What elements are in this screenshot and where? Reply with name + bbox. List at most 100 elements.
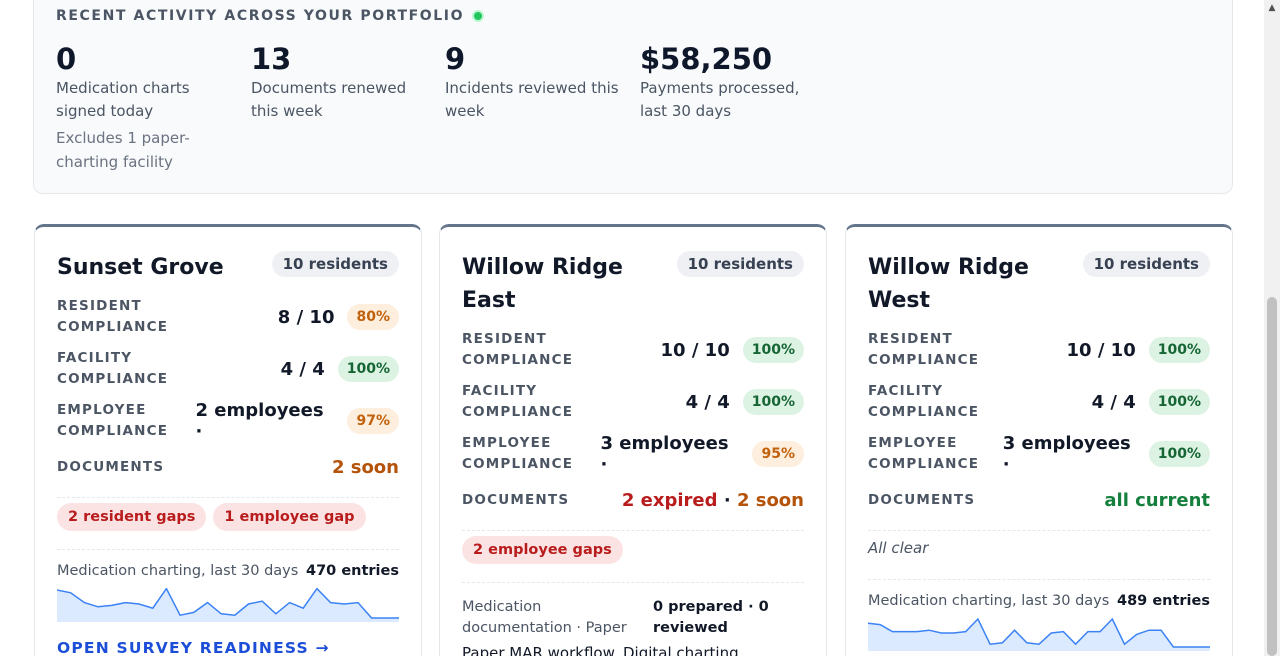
resident-compliance-pct-badge: 100% — [742, 337, 804, 363]
employee-compliance-value: 2 employees · — [195, 400, 324, 442]
documents-row: DOCUMENTS 2 soon — [57, 445, 399, 489]
row-label: DOCUMENTS — [462, 491, 570, 508]
facility-compliance-pct-badge: 100% — [1148, 389, 1210, 415]
residents-badge: 10 residents — [676, 251, 804, 277]
facility-compliance-row: FACILITY COMPLIANCE 4 / 4 100% — [57, 347, 399, 391]
recent-activity-title: RECENT ACTIVITY ACROSS YOUR PORTFOLIO — [56, 8, 465, 24]
stat-incidents-reviewed: 9 Incidents reviewed this week — [445, 42, 625, 123]
documents-soon-status: 2 soon — [331, 456, 399, 478]
stat-label: Medication charts signed today — [56, 79, 190, 120]
row-label: DOCUMENTS — [57, 458, 165, 475]
stat-payments-processed: $58,250 Payments processed, last 30 days — [640, 42, 820, 123]
resident-compliance-row: RESIDENT COMPLIANCE 10 / 10 100% — [462, 328, 804, 372]
resident-compliance-value: 8 / 10 — [277, 306, 335, 328]
stat-value: 13 — [251, 42, 292, 76]
resident-compliance-row: RESIDENT COMPLIANCE 8 / 10 80% — [57, 295, 399, 339]
row-label: FACILITY COMPLIANCE — [57, 350, 169, 387]
recent-activity-panel — [33, 0, 1233, 194]
resident-compliance-value: 10 / 10 — [1066, 339, 1136, 361]
residents-badge: 10 residents — [271, 251, 399, 277]
stat-value: 0 — [56, 42, 77, 76]
stat-label: Documents renewed this week — [251, 79, 407, 120]
resident-compliance-value: 10 / 10 — [660, 339, 730, 361]
medication-charting-summary: Medication charting, last 30 days 470 en… — [57, 563, 399, 579]
facility-name: Sunset Grove — [57, 255, 224, 280]
employee-compliance-pct-badge: 100% — [1148, 441, 1210, 467]
divider — [868, 530, 1210, 531]
resident-compliance-pct-badge: 100% — [1148, 337, 1210, 363]
divider — [57, 549, 399, 550]
live-status-icon — [472, 10, 485, 22]
medication-charting-sparkline — [57, 588, 399, 622]
sparkline-area — [57, 588, 399, 622]
resident-gaps-badge[interactable]: 2 resident gaps — [57, 503, 207, 531]
medication-charting-count: 489 entries — [1117, 593, 1210, 609]
documents-soon-status: 2 soon — [736, 489, 804, 511]
row-label: RESIDENT COMPLIANCE — [57, 298, 169, 335]
stat-label: Payments processed, last 30 days — [640, 79, 800, 120]
employee-compliance-value: 3 employees · — [600, 433, 729, 475]
gap-badges: 2 resident gaps 1 employee gap — [57, 503, 366, 531]
facility-compliance-value: 4 / 4 — [280, 358, 325, 380]
stat-label: Incidents reviewed this week — [445, 79, 619, 120]
facility-card-sunset-grove[interactable]: Sunset Grove 10 residents RESIDENT COMPL… — [34, 224, 422, 656]
medication-documentation-status: 0 prepared · 0 reviewed — [653, 599, 769, 636]
documents-status: 2 expired · 2 soon — [622, 490, 804, 511]
facility-compliance-value: 4 / 4 — [685, 391, 730, 413]
facility-card-willow-ridge-west[interactable]: Willow Ridge West 10 residents RESIDENT … — [845, 224, 1233, 656]
medication-charting-summary: Medication charting, last 30 days 489 en… — [868, 593, 1210, 609]
paper-mar-workflow-note: Paper MAR workflow. Digital charting — [462, 644, 739, 656]
employee-compliance-value: 3 employees · — [1002, 433, 1131, 475]
facility-card-willow-ridge-east[interactable]: Willow Ridge East 10 residents RESIDENT … — [439, 224, 827, 656]
employee-compliance-row: EMPLOYEE COMPLIANCE 2 employees · 97% — [57, 399, 399, 443]
resident-compliance-pct-badge: 80% — [347, 304, 399, 330]
row-label: EMPLOYEE COMPLIANCE — [868, 435, 980, 472]
employee-gaps-badge[interactable]: 2 employee gaps — [462, 536, 623, 564]
facility-compliance-pct-badge: 100% — [742, 389, 804, 415]
medication-charting-label: Medication charting, last 30 days — [57, 563, 299, 579]
employee-gaps-badge[interactable]: 1 employee gap — [213, 503, 366, 531]
medication-charting-count: 470 entries — [306, 563, 399, 579]
scroll-up-arrow-icon[interactable]: ▲ — [1268, 3, 1276, 13]
stat-documents-renewed: 13 Documents renewed this week — [251, 42, 431, 123]
documents-row: DOCUMENTS all current — [868, 478, 1210, 522]
recent-activity-heading: RECENT ACTIVITY ACROSS YOUR PORTFOLIO — [56, 8, 485, 24]
row-label: FACILITY COMPLIANCE — [462, 383, 574, 420]
facility-name: Willow Ridge East — [462, 255, 623, 313]
divider — [462, 582, 804, 583]
stat-note: Excludes 1 paper-charting facility — [56, 129, 190, 171]
gap-badges: 2 employee gaps — [462, 536, 623, 564]
facility-compliance-row: FACILITY COMPLIANCE 4 / 4 100% — [868, 380, 1210, 424]
medication-charting-sparkline — [868, 617, 1210, 651]
sparkline-area — [868, 619, 1210, 651]
all-clear-text: All clear — [868, 539, 929, 557]
row-label: EMPLOYEE COMPLIANCE — [462, 435, 574, 472]
employee-compliance-pct-badge: 95% — [752, 441, 804, 467]
resident-compliance-row: RESIDENT COMPLIANCE 10 / 10 100% — [868, 328, 1210, 372]
documents-expired-status: 2 expired — [621, 489, 718, 511]
facility-compliance-pct-badge: 100% — [337, 356, 399, 382]
scrollbar-thumb[interactable] — [1267, 297, 1277, 656]
facility-compliance-row: FACILITY COMPLIANCE 4 / 4 100% — [462, 380, 804, 424]
divider — [868, 579, 1210, 580]
row-label: RESIDENT COMPLIANCE — [462, 331, 574, 368]
stat-med-charts-signed: 0 Medication charts signed today Exclude… — [56, 42, 236, 174]
documents-current-status: all current — [1104, 489, 1210, 511]
residents-badge: 10 residents — [1082, 251, 1210, 277]
facility-name: Willow Ridge West — [868, 255, 1029, 313]
row-label: DOCUMENTS — [868, 491, 976, 508]
employee-compliance-row: EMPLOYEE COMPLIANCE 3 employees · 100% — [868, 432, 1210, 476]
documents-separator: · — [723, 489, 731, 511]
divider — [462, 530, 804, 531]
employee-compliance-row: EMPLOYEE COMPLIANCE 3 employees · 95% — [462, 432, 804, 476]
employee-compliance-pct-badge: 97% — [347, 408, 399, 434]
row-label: FACILITY COMPLIANCE — [868, 383, 980, 420]
stat-value: 9 — [445, 42, 466, 76]
sparkline-line — [57, 588, 399, 619]
stat-value: $58,250 — [640, 42, 773, 76]
medication-charting-label: Medication charting, last 30 days — [868, 593, 1110, 609]
medication-documentation-label: Medication documentation · Paper — [462, 599, 627, 636]
row-label: RESIDENT COMPLIANCE — [868, 331, 980, 368]
row-label: EMPLOYEE COMPLIANCE — [57, 402, 169, 439]
open-survey-readiness-link[interactable]: OPEN SURVEY READINESS → — [57, 639, 330, 656]
